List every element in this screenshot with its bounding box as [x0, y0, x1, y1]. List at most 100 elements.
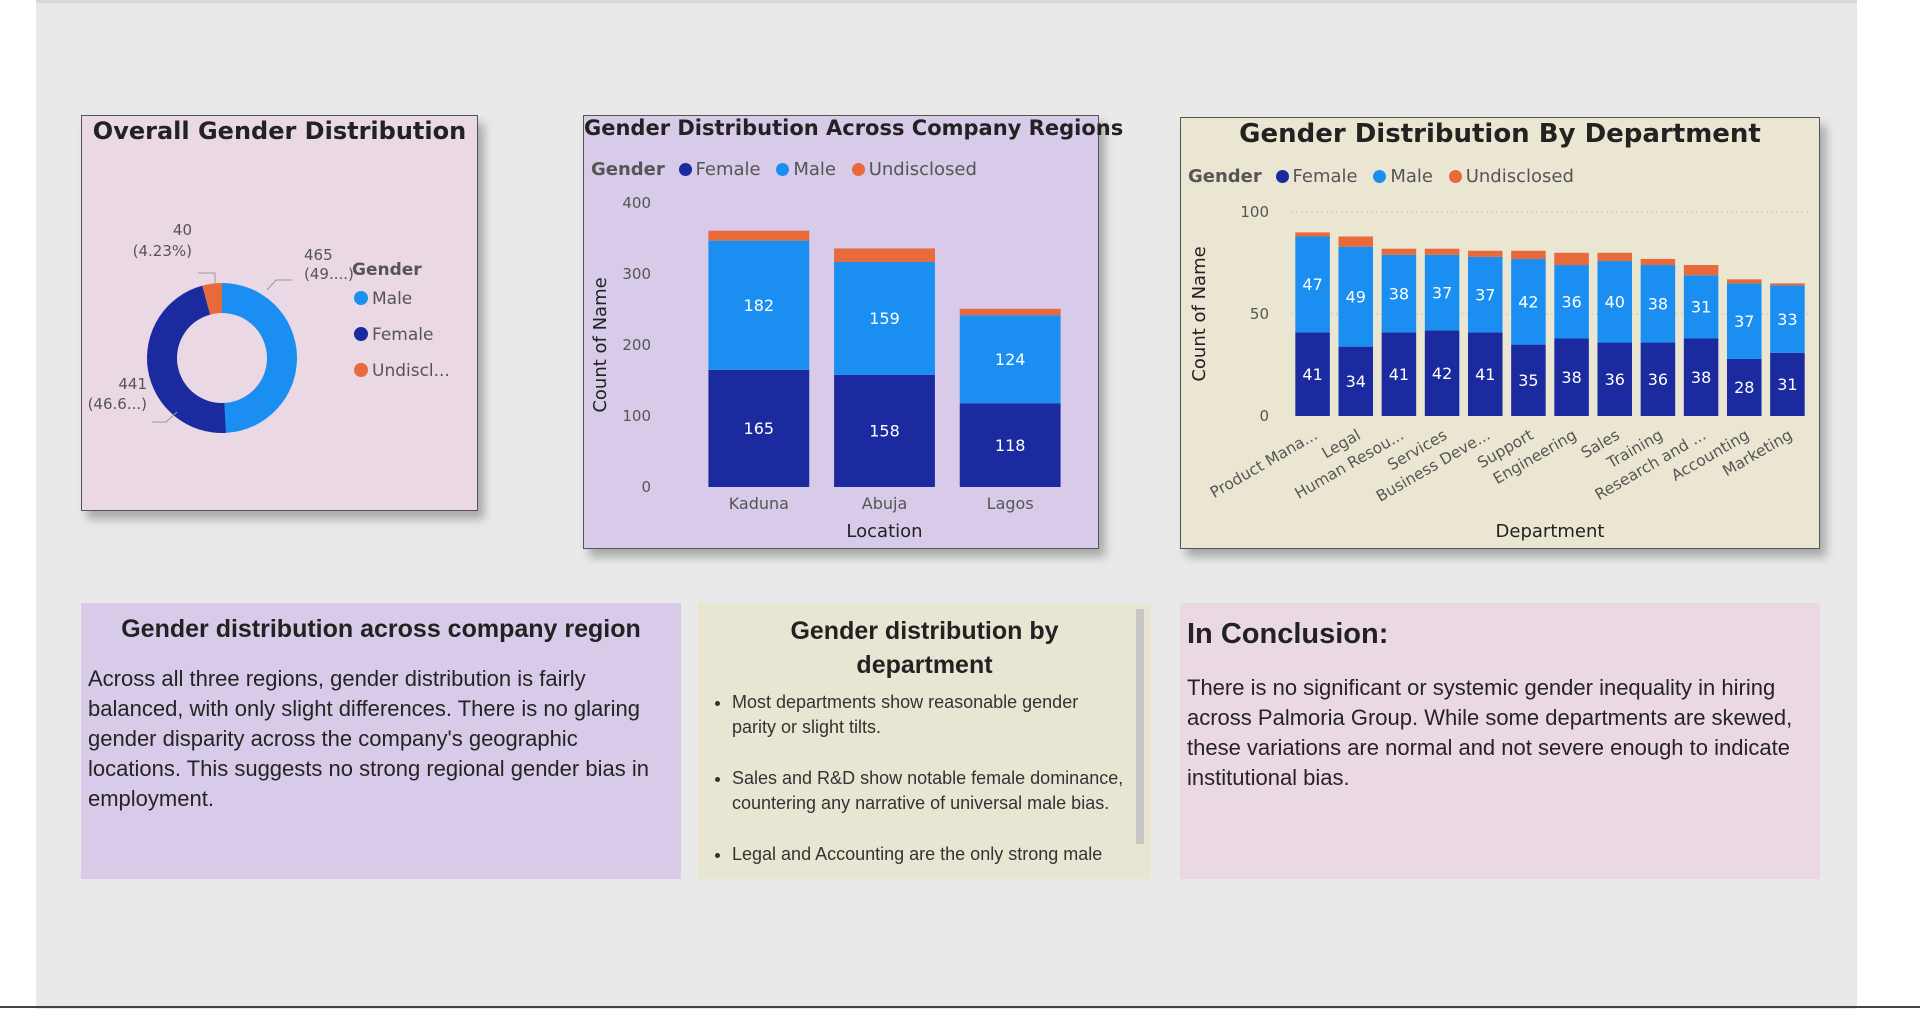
bar-value-label: 40	[1605, 293, 1625, 312]
region-summary-box[interactable]: Gender distribution across company regio…	[81, 603, 681, 879]
bar-female-segment[interactable]	[1467, 332, 1503, 416]
bar-male-segment[interactable]	[1338, 246, 1374, 347]
x-category-label: Kaduna	[729, 494, 789, 513]
department-chart-card[interactable]: Gender Distribution By Department Gender…	[1180, 117, 1820, 549]
region-chart-card[interactable]: Gender Distribution Across Company Regio…	[583, 115, 1124, 549]
department-legend-female[interactable]: Female	[1275, 166, 1358, 187]
bar-female-segment[interactable]	[1554, 338, 1589, 416]
department-chart-title: Gender Distribution By Department	[1239, 119, 1761, 149]
y-tick-label: 100	[622, 407, 651, 425]
bar-undisclosed-segment[interactable]	[1511, 250, 1546, 259]
bar-male-segment[interactable]	[1424, 254, 1460, 331]
bar-undisclosed-segment[interactable]	[1467, 250, 1503, 257]
bar-female-segment[interactable]	[1683, 338, 1719, 416]
bar-undisclosed-segment[interactable]	[1640, 258, 1676, 266]
bar-value-label: 36	[1605, 370, 1625, 389]
female-dot-icon	[1275, 170, 1289, 183]
bar-undisclosed-segment[interactable]	[1597, 252, 1633, 261]
bar-female-segment[interactable]	[708, 369, 810, 487]
region-legend-undisclosed[interactable]: Undisclosed	[851, 159, 977, 180]
female-leader-line	[152, 411, 178, 423]
bar-value-label: 41	[1389, 365, 1409, 384]
bar-value-label: 165	[744, 419, 775, 438]
overall-gender-card[interactable]: Overall Gender Distribution 465 (49....) 4…	[81, 115, 478, 511]
donut-legend-undisclosed[interactable]: Undiscl...	[372, 361, 450, 381]
female-value-label: 441	[118, 375, 147, 393]
bar-male-segment[interactable]	[1511, 258, 1546, 345]
bar-value-label: 38	[1389, 284, 1409, 303]
bar-female-segment[interactable]	[1726, 358, 1762, 416]
bar-male-segment[interactable]	[834, 261, 935, 375]
bar-undisclosed-segment[interactable]	[1295, 232, 1330, 237]
bar-value-label: 38	[1691, 368, 1711, 387]
bar-female-segment[interactable]	[1424, 330, 1460, 416]
bar-female-segment[interactable]	[1381, 332, 1417, 416]
donut-slice-undisclosed[interactable]	[202, 283, 222, 315]
bar-male-segment[interactable]	[708, 240, 810, 370]
department-summary-heading: Gender distribution by department	[790, 617, 1059, 679]
bar-undisclosed-segment[interactable]	[1726, 279, 1762, 284]
x-category-label: Lagos	[987, 494, 1034, 513]
bar-undisclosed-segment[interactable]	[1424, 248, 1460, 255]
undisclosed-value-label: 40	[173, 221, 192, 239]
bar-undisclosed-segment[interactable]	[834, 248, 935, 262]
region-bar-chart: 0 100 200 300 400 Count of Name Location 165 182…	[590, 194, 1061, 542]
region-legend-male[interactable]: Male	[776, 159, 836, 180]
bar-undisclosed-segment[interactable]	[1381, 248, 1417, 255]
bar-male-segment[interactable]	[959, 315, 1061, 404]
region-chart-title: Gender Distribution Across Company Regio…	[584, 116, 1124, 140]
bar-female-segment[interactable]	[1770, 352, 1805, 416]
donut-legend-title: Gender	[352, 260, 422, 280]
bar-female-segment[interactable]	[1295, 332, 1330, 416]
bar-value-label: 41	[1302, 365, 1322, 384]
bar-male-segment[interactable]	[1726, 283, 1762, 359]
female-pct-label: (46.6...)	[88, 395, 147, 413]
bar-value-label: 28	[1734, 378, 1754, 397]
department-summary-bullet: Sales and R&D show notable female domina…	[732, 766, 1127, 816]
region-legend: Gender Female Male Undisclosed	[591, 159, 987, 180]
bar-value-label: 42	[1518, 293, 1538, 312]
department-summary-box[interactable]: Gender distribution by department Most d…	[698, 603, 1151, 879]
region-legend-title: Gender	[591, 159, 665, 180]
bar-male-segment[interactable]	[1597, 260, 1633, 343]
bar-male-segment[interactable]	[1554, 265, 1589, 339]
female-dot-icon	[678, 163, 692, 176]
bar-value-label: 37	[1432, 283, 1452, 302]
department-summary-scrollbar[interactable]	[1136, 609, 1144, 844]
bar-value-label: 42	[1432, 364, 1452, 383]
bar-male-segment[interactable]	[1295, 236, 1330, 333]
y-tick-label: 100	[1240, 203, 1269, 221]
bar-undisclosed-segment[interactable]	[959, 308, 1061, 316]
bar-undisclosed-segment[interactable]	[708, 230, 810, 241]
department-legend-undisclosed[interactable]: Undisclosed	[1448, 166, 1574, 187]
bar-male-segment[interactable]	[1770, 285, 1805, 353]
bar-undisclosed-segment[interactable]	[1770, 283, 1805, 286]
bar-male-segment[interactable]	[1381, 254, 1417, 333]
bar-male-segment[interactable]	[1467, 256, 1503, 333]
bar-female-segment[interactable]	[1511, 344, 1546, 416]
y-axis-title: Count of Name	[1189, 246, 1210, 381]
donut-legend-male[interactable]: Male	[372, 289, 412, 309]
bar-undisclosed-segment[interactable]	[1338, 236, 1374, 247]
bar-female-segment[interactable]	[834, 374, 935, 487]
conclusion-box[interactable]: In Conclusion: There is no significant o…	[1180, 603, 1820, 879]
donut-legend-female[interactable]: Female	[372, 325, 433, 345]
bar-male-segment[interactable]	[1683, 275, 1719, 339]
undisclosed-dot-icon	[354, 363, 368, 377]
bar-value-label: 33	[1777, 310, 1797, 329]
bar-undisclosed-segment[interactable]	[1554, 252, 1589, 266]
bar-value-label: 37	[1734, 312, 1754, 331]
bar-undisclosed-segment[interactable]	[1683, 265, 1719, 276]
region-legend-female[interactable]: Female	[678, 159, 761, 180]
bar-female-segment[interactable]	[1597, 342, 1633, 416]
bar-female-segment[interactable]	[1338, 346, 1374, 416]
bar-female-segment[interactable]	[1640, 342, 1676, 416]
donut-slice-female[interactable]	[146, 285, 226, 433]
bar-male-segment[interactable]	[1640, 265, 1676, 343]
department-legend-male[interactable]: Male	[1373, 166, 1433, 187]
donut-slice-male[interactable]	[222, 283, 298, 433]
bar-female-segment[interactable]	[959, 403, 1061, 487]
bar-value-label: 38	[1648, 295, 1668, 314]
male-dot-icon	[776, 163, 790, 176]
bar-value-label: 34	[1346, 372, 1366, 391]
